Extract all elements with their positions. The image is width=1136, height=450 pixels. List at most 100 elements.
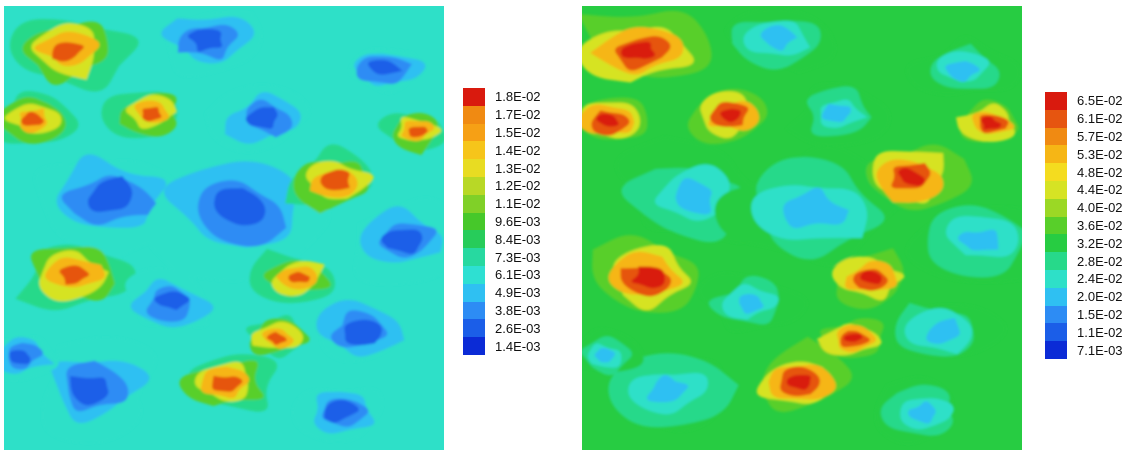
contour-region — [70, 376, 109, 406]
right-contour-field — [582, 6, 1022, 450]
contour-region — [594, 347, 616, 363]
legend-swatch — [1045, 216, 1067, 235]
legend-row: 4.9E-03 — [463, 283, 541, 302]
legend-swatch — [463, 230, 485, 249]
legend-label: 2.0E-02 — [1077, 289, 1123, 305]
legend-row: 5.3E-02 — [1045, 145, 1123, 164]
contour-region — [52, 42, 84, 62]
legend-swatch — [463, 337, 485, 355]
contour-region — [142, 106, 162, 122]
contour-region — [288, 271, 310, 283]
legend-swatch — [463, 248, 485, 266]
legend-row: 4.0E-02 — [1045, 198, 1123, 217]
legend-row: 6.1E-03 — [463, 265, 541, 284]
legend-label: 5.3E-02 — [1077, 146, 1123, 162]
legend-row: 3.6E-02 — [1045, 216, 1123, 235]
contour-region — [860, 270, 882, 285]
legend-label: 4.8E-02 — [1077, 164, 1123, 180]
contour-region — [675, 178, 712, 215]
legend-row: 4.8E-02 — [1045, 163, 1123, 181]
legend-label: 2.6E-03 — [495, 320, 541, 336]
contour-region — [897, 167, 925, 186]
legend-label: 5.7E-02 — [1077, 128, 1123, 144]
legend-swatch — [1045, 234, 1067, 253]
legend-label: 3.6E-02 — [1077, 217, 1123, 233]
right-panel: 6.5E-02 6.1E-02 5.7E-02 5.3E-02 4.8E-02 4.4E-… — [578, 0, 1136, 450]
legend-row: 8.4E-03 — [463, 230, 541, 249]
contour-region — [20, 111, 45, 126]
contour-region — [786, 374, 811, 390]
contour-region — [214, 188, 266, 226]
legend-swatch — [463, 319, 485, 338]
legend-label: 6.1E-03 — [495, 267, 541, 283]
legend-swatch — [1045, 323, 1067, 342]
legend-label: 7.3E-03 — [495, 249, 541, 265]
contour-region — [908, 401, 936, 424]
legend-row: 2.0E-02 — [1045, 287, 1123, 306]
legend-row: 9.6E-03 — [463, 212, 541, 231]
legend-swatch — [463, 301, 485, 320]
legend-label: 1.3E-02 — [495, 160, 541, 176]
legend-swatch — [1045, 163, 1067, 181]
left-panel: 1.8E-02 1.7E-02 1.5E-02 1.4E-02 1.3E-02 1.2E-… — [0, 0, 560, 450]
contour-region — [783, 187, 849, 229]
legend-row: 1.3E-02 — [463, 159, 541, 177]
contour-region — [212, 375, 243, 392]
legend-swatch — [1045, 252, 1067, 270]
legend-label: 1.4E-03 — [495, 338, 541, 354]
legend-swatch — [1045, 305, 1067, 324]
contour-region — [631, 266, 665, 289]
legend-label: 8.4E-03 — [495, 231, 541, 247]
legend-label: 1.2E-02 — [495, 178, 541, 194]
contour-region — [596, 113, 619, 127]
legend-row: 2.4E-02 — [1045, 269, 1123, 288]
contour-region — [646, 375, 689, 403]
legend-label: 1.1E-02 — [1077, 324, 1123, 340]
legend-swatch — [463, 283, 485, 302]
contour-region — [245, 107, 278, 129]
contour-region — [408, 126, 428, 138]
legend-row: 2.8E-02 — [1045, 252, 1123, 270]
contour-region — [9, 350, 31, 365]
legend-swatch — [463, 141, 485, 160]
legend-swatch — [463, 176, 485, 195]
legend-row: 1.7E-02 — [463, 105, 541, 124]
legend-swatch — [1045, 341, 1067, 359]
legend-swatch — [463, 265, 485, 284]
legend-label: 3.8E-03 — [495, 302, 541, 318]
legend-label: 1.5E-02 — [1077, 306, 1123, 322]
legend-swatch — [1045, 109, 1067, 128]
contour-region — [324, 399, 359, 423]
legend-row: 1.4E-02 — [463, 141, 541, 160]
legend-label: 3.2E-02 — [1077, 235, 1123, 251]
contour-region — [739, 294, 764, 314]
contour-region — [926, 318, 960, 344]
legend-label: 2.4E-02 — [1077, 271, 1123, 287]
legend-swatch — [1045, 180, 1067, 199]
legend-label: 4.9E-03 — [495, 285, 541, 301]
contour-region — [843, 333, 863, 343]
legend-swatch — [463, 88, 485, 106]
legend-label: 1.7E-02 — [495, 107, 541, 123]
legend-label: 1.4E-02 — [495, 142, 541, 158]
contour-region — [957, 229, 999, 251]
legend-row: 1.1E-02 — [1045, 323, 1123, 342]
legend-swatch — [1045, 287, 1067, 306]
legend-swatch — [1045, 92, 1067, 110]
legend-row: 6.5E-02 — [1045, 92, 1123, 110]
contour-region — [59, 265, 90, 285]
contour-region — [980, 116, 1002, 130]
legend-row: 1.5E-02 — [1045, 305, 1123, 324]
contour-region — [821, 103, 851, 123]
left-colorbar-legend: 1.8E-02 1.7E-02 1.5E-02 1.4E-02 1.3E-02 1.2E-… — [463, 88, 541, 355]
legend-row: 3.2E-02 — [1045, 234, 1123, 253]
left-contour-field — [4, 6, 444, 450]
contour-region — [87, 176, 133, 212]
contour-region — [368, 59, 403, 75]
legend-label: 9.6E-03 — [495, 213, 541, 229]
contour-region — [381, 229, 423, 254]
legend-row: 1.5E-02 — [463, 123, 541, 142]
legend-label: 6.1E-02 — [1077, 111, 1123, 127]
legend-label: 1.1E-02 — [495, 196, 541, 212]
contour-region — [320, 169, 350, 191]
